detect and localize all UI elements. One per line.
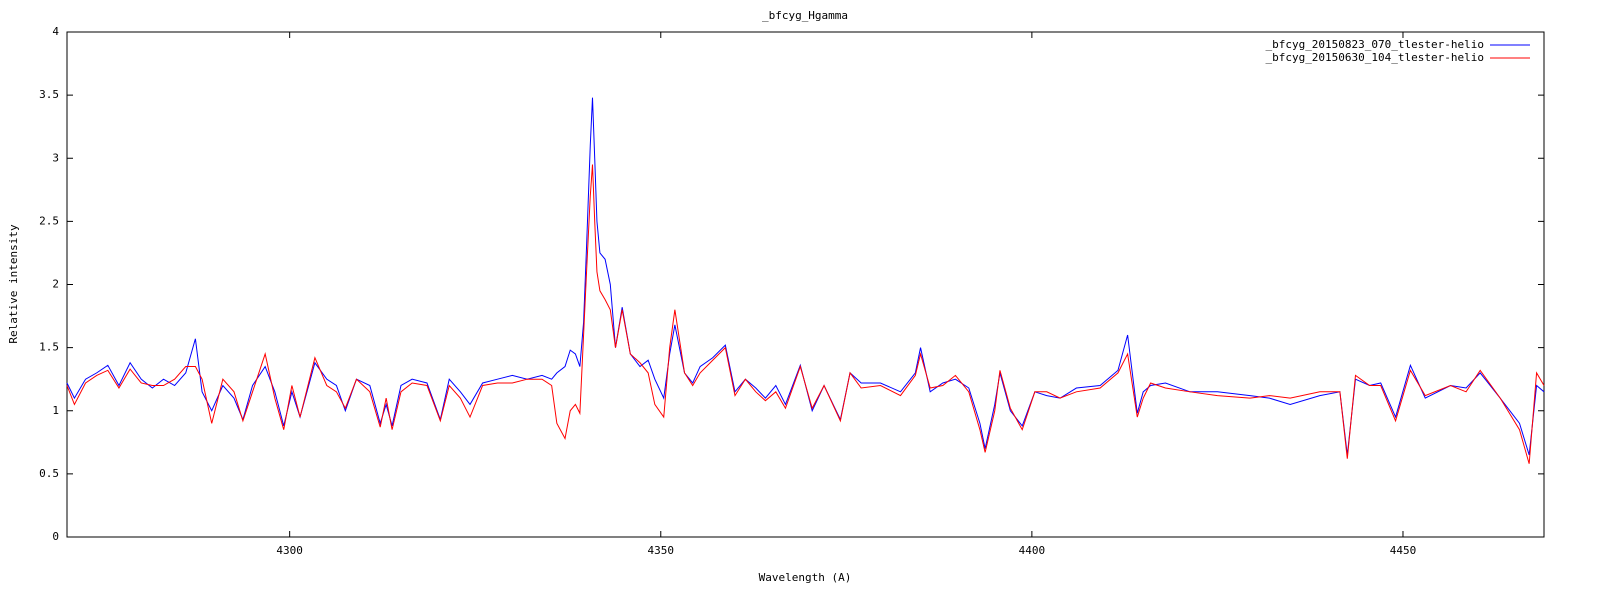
y-tick-label: 2 [52,278,59,291]
chart-title: _bfcyg_Hgamma [762,9,848,22]
y-tick-label: 1.5 [39,341,59,354]
y-tick-label: 0 [52,530,59,543]
x-tick-label: 4350 [648,544,675,557]
x-tick-label: 4300 [276,544,303,557]
y-tick-label: 0.5 [39,467,59,480]
y-tick-label: 2.5 [39,214,59,227]
y-tick-label: 4 [52,25,59,38]
y-tick-label: 3.5 [39,88,59,101]
y-axis-label: Relative intensity [7,224,20,344]
legend-label: _bfcyg_20150823_070_tlester-helio [1265,38,1484,51]
x-axis-label: Wavelength (A) [759,571,852,584]
x-tick-label: 4400 [1019,544,1046,557]
data-line [66,164,1545,464]
y-tick-label: 3 [52,151,59,164]
data-line [66,97,1545,456]
y-tick-label: 1 [52,404,59,417]
x-tick-label: 4450 [1390,544,1417,557]
legend-label: _bfcyg_20150630_104_tlester-helio [1265,51,1484,64]
